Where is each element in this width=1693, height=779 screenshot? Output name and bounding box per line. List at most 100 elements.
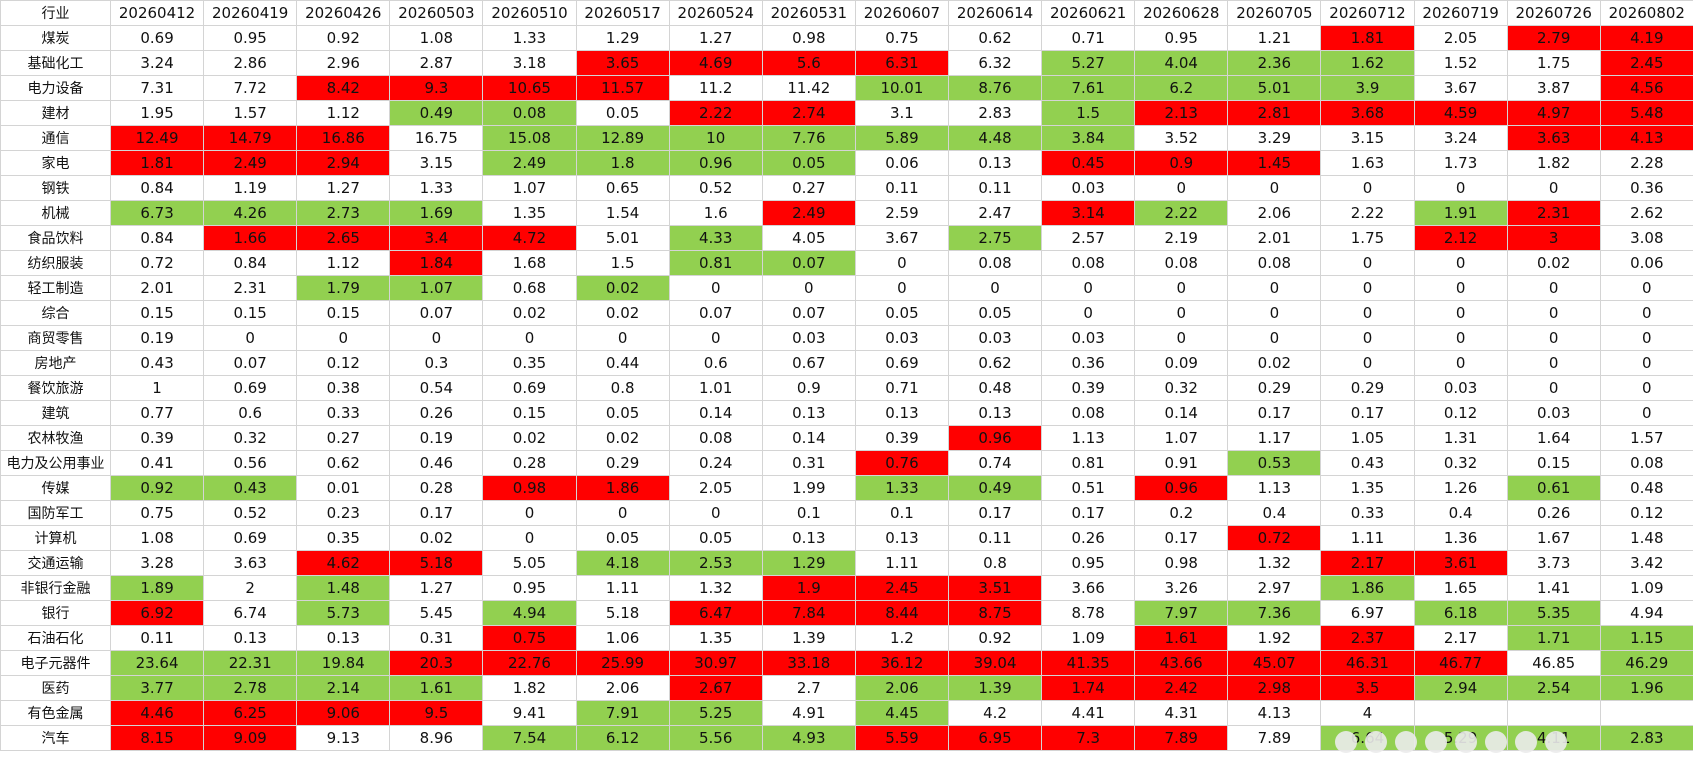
value-cell[interactable]: 0.54 <box>389 375 484 401</box>
value-cell[interactable]: 4.41 <box>1041 700 1136 726</box>
value-cell[interactable]: 2.37 <box>1320 625 1415 651</box>
value-cell[interactable]: 0.98 <box>1134 550 1229 576</box>
value-cell[interactable]: 22.76 <box>482 650 577 676</box>
value-cell[interactable]: 0.95 <box>1134 25 1229 51</box>
value-cell[interactable]: 3.63 <box>1506 125 1601 151</box>
header-date-cell[interactable]: 20260802 <box>1599 0 1693 26</box>
value-cell[interactable]: 3.87 <box>1506 75 1601 101</box>
value-cell[interactable]: 0.09 <box>1134 350 1229 376</box>
value-cell[interactable]: 0.13 <box>947 150 1043 176</box>
value-cell[interactable]: 3.68 <box>1320 100 1415 126</box>
value-cell[interactable]: 0.92 <box>947 625 1043 651</box>
industry-name-cell[interactable]: 电力设备 <box>0 75 111 101</box>
value-cell[interactable]: 7.89 <box>1227 725 1322 751</box>
value-cell[interactable]: 9.13 <box>296 725 391 751</box>
value-cell[interactable]: 3.61 <box>1413 550 1508 576</box>
value-cell[interactable]: 1.86 <box>575 475 670 501</box>
value-cell[interactable]: 0 <box>1134 175 1229 201</box>
value-cell[interactable]: 0.2 <box>1134 500 1229 526</box>
header-industry-cell[interactable]: 行业 <box>0 0 111 26</box>
industry-name-cell[interactable]: 银行 <box>0 600 111 626</box>
industry-name-cell[interactable]: 机械 <box>0 200 111 226</box>
value-cell[interactable]: 1.35 <box>1320 475 1415 501</box>
value-cell[interactable]: 0.6 <box>668 350 763 376</box>
industry-name-cell[interactable]: 综合 <box>0 300 111 326</box>
value-cell[interactable]: 2.01 <box>1227 225 1322 251</box>
value-cell[interactable]: 6.95 <box>947 725 1043 751</box>
value-cell[interactable]: 0.69 <box>854 350 949 376</box>
value-cell[interactable]: 1.79 <box>296 275 391 301</box>
value-cell[interactable]: 2.12 <box>1413 225 1508 251</box>
value-cell[interactable]: 5.25 <box>668 700 763 726</box>
value-cell[interactable]: 10 <box>668 125 763 151</box>
value-cell[interactable]: 0.03 <box>1506 400 1601 426</box>
value-cell[interactable]: 0 <box>1320 275 1415 301</box>
value-cell[interactable]: 1.19 <box>203 175 298 201</box>
value-cell[interactable]: 4.26 <box>203 200 298 226</box>
value-cell[interactable]: 1.89 <box>109 575 205 601</box>
value-cell[interactable]: 0 <box>1227 175 1322 201</box>
value-cell[interactable]: 0.69 <box>109 25 205 51</box>
value-cell[interactable]: 1.11 <box>575 575 670 601</box>
value-cell[interactable]: 39.04 <box>947 650 1043 676</box>
value-cell[interactable]: 2.59 <box>854 200 949 226</box>
value-cell[interactable]: 0 <box>1227 325 1322 351</box>
value-cell[interactable]: 1.6 <box>668 200 763 226</box>
value-cell[interactable]: 1.82 <box>482 675 577 701</box>
value-cell[interactable]: 3.84 <box>1041 125 1136 151</box>
value-cell[interactable]: 8.78 <box>1041 600 1136 626</box>
value-cell[interactable]: 0.74 <box>947 450 1043 476</box>
value-cell[interactable]: 9.06 <box>296 700 391 726</box>
value-cell[interactable]: 8.15 <box>109 725 205 751</box>
value-cell[interactable]: 12.89 <box>575 125 670 151</box>
value-cell[interactable]: 0.45 <box>1041 150 1136 176</box>
value-cell[interactable]: 1.69 <box>389 200 484 226</box>
value-cell[interactable]: 6.2 <box>1134 75 1229 101</box>
value-cell[interactable]: 1.64 <box>1506 425 1601 451</box>
value-cell[interactable]: 0.48 <box>947 375 1043 401</box>
value-cell[interactable]: 2.67 <box>668 675 763 701</box>
value-cell[interactable]: 0.4 <box>1227 500 1322 526</box>
value-cell[interactable]: 46.29 <box>1599 650 1693 676</box>
value-cell[interactable]: 4.13 <box>1227 700 1322 726</box>
value-cell[interactable]: 2.28 <box>1599 150 1693 176</box>
value-cell[interactable]: 0.13 <box>761 400 856 426</box>
value-cell[interactable]: 9.3 <box>389 75 484 101</box>
value-cell[interactable]: 0.02 <box>575 300 670 326</box>
value-cell[interactable]: 0.23 <box>296 500 391 526</box>
industry-name-cell[interactable]: 计算机 <box>0 525 111 551</box>
value-cell[interactable]: 0.05 <box>947 300 1043 326</box>
value-cell[interactable]: 2.06 <box>1227 200 1322 226</box>
value-cell[interactable]: 9.5 <box>389 700 484 726</box>
value-cell[interactable]: 0 <box>1506 325 1601 351</box>
value-cell[interactable]: 2.74 <box>761 100 856 126</box>
value-cell[interactable]: 0.08 <box>1041 400 1136 426</box>
value-cell[interactable]: 2.22 <box>668 100 763 126</box>
value-cell[interactable]: 0 <box>1320 350 1415 376</box>
value-cell[interactable]: 0.05 <box>575 100 670 126</box>
value-cell[interactable]: 6.74 <box>203 600 298 626</box>
value-cell[interactable]: 3 <box>1506 225 1601 251</box>
industry-name-cell[interactable]: 通信 <box>0 125 111 151</box>
value-cell[interactable]: 3.18 <box>482 50 577 76</box>
value-cell[interactable]: 0.15 <box>203 300 298 326</box>
value-cell[interactable]: 4.2 <box>947 700 1043 726</box>
value-cell[interactable]: 0.96 <box>668 150 763 176</box>
value-cell[interactable]: 25.99 <box>575 650 670 676</box>
value-cell[interactable]: 1.54 <box>575 200 670 226</box>
value-cell[interactable]: 7.54 <box>482 725 577 751</box>
value-cell[interactable]: 0.14 <box>761 425 856 451</box>
value-cell[interactable]: 0 <box>1320 175 1415 201</box>
value-cell[interactable]: 0.84 <box>203 250 298 276</box>
value-cell[interactable]: 1.09 <box>1599 575 1693 601</box>
value-cell[interactable]: 0.67 <box>761 350 856 376</box>
header-date-cell[interactable]: 20260426 <box>296 0 391 26</box>
value-cell[interactable]: 0.08 <box>1041 250 1136 276</box>
value-cell[interactable]: 5.35 <box>1506 600 1601 626</box>
value-cell[interactable] <box>1413 700 1508 726</box>
value-cell[interactable]: 0.95 <box>482 575 577 601</box>
value-cell[interactable]: 0.28 <box>482 450 577 476</box>
value-cell[interactable]: 1.66 <box>203 225 298 251</box>
value-cell[interactable]: 0.08 <box>1134 250 1229 276</box>
value-cell[interactable]: 4 <box>1320 700 1415 726</box>
